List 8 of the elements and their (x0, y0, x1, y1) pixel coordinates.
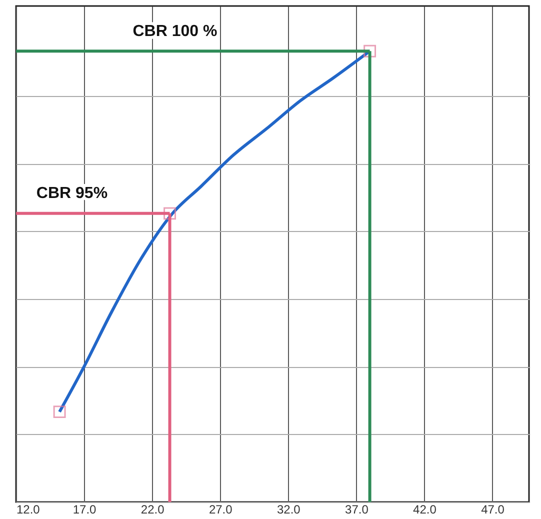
x-tick-label: 22.0 (140, 502, 165, 516)
x-tick-label: 17.0 (72, 502, 97, 516)
x-tick-label: 32.0 (276, 502, 301, 516)
x-tick-label: 47.0 (481, 502, 505, 516)
x-tick-label: 37.0 (345, 502, 369, 516)
x-tick-label: 27.0 (208, 502, 233, 516)
x-tick-label: 42.0 (413, 502, 437, 516)
x-tick-label: 12.0 (16, 502, 40, 516)
